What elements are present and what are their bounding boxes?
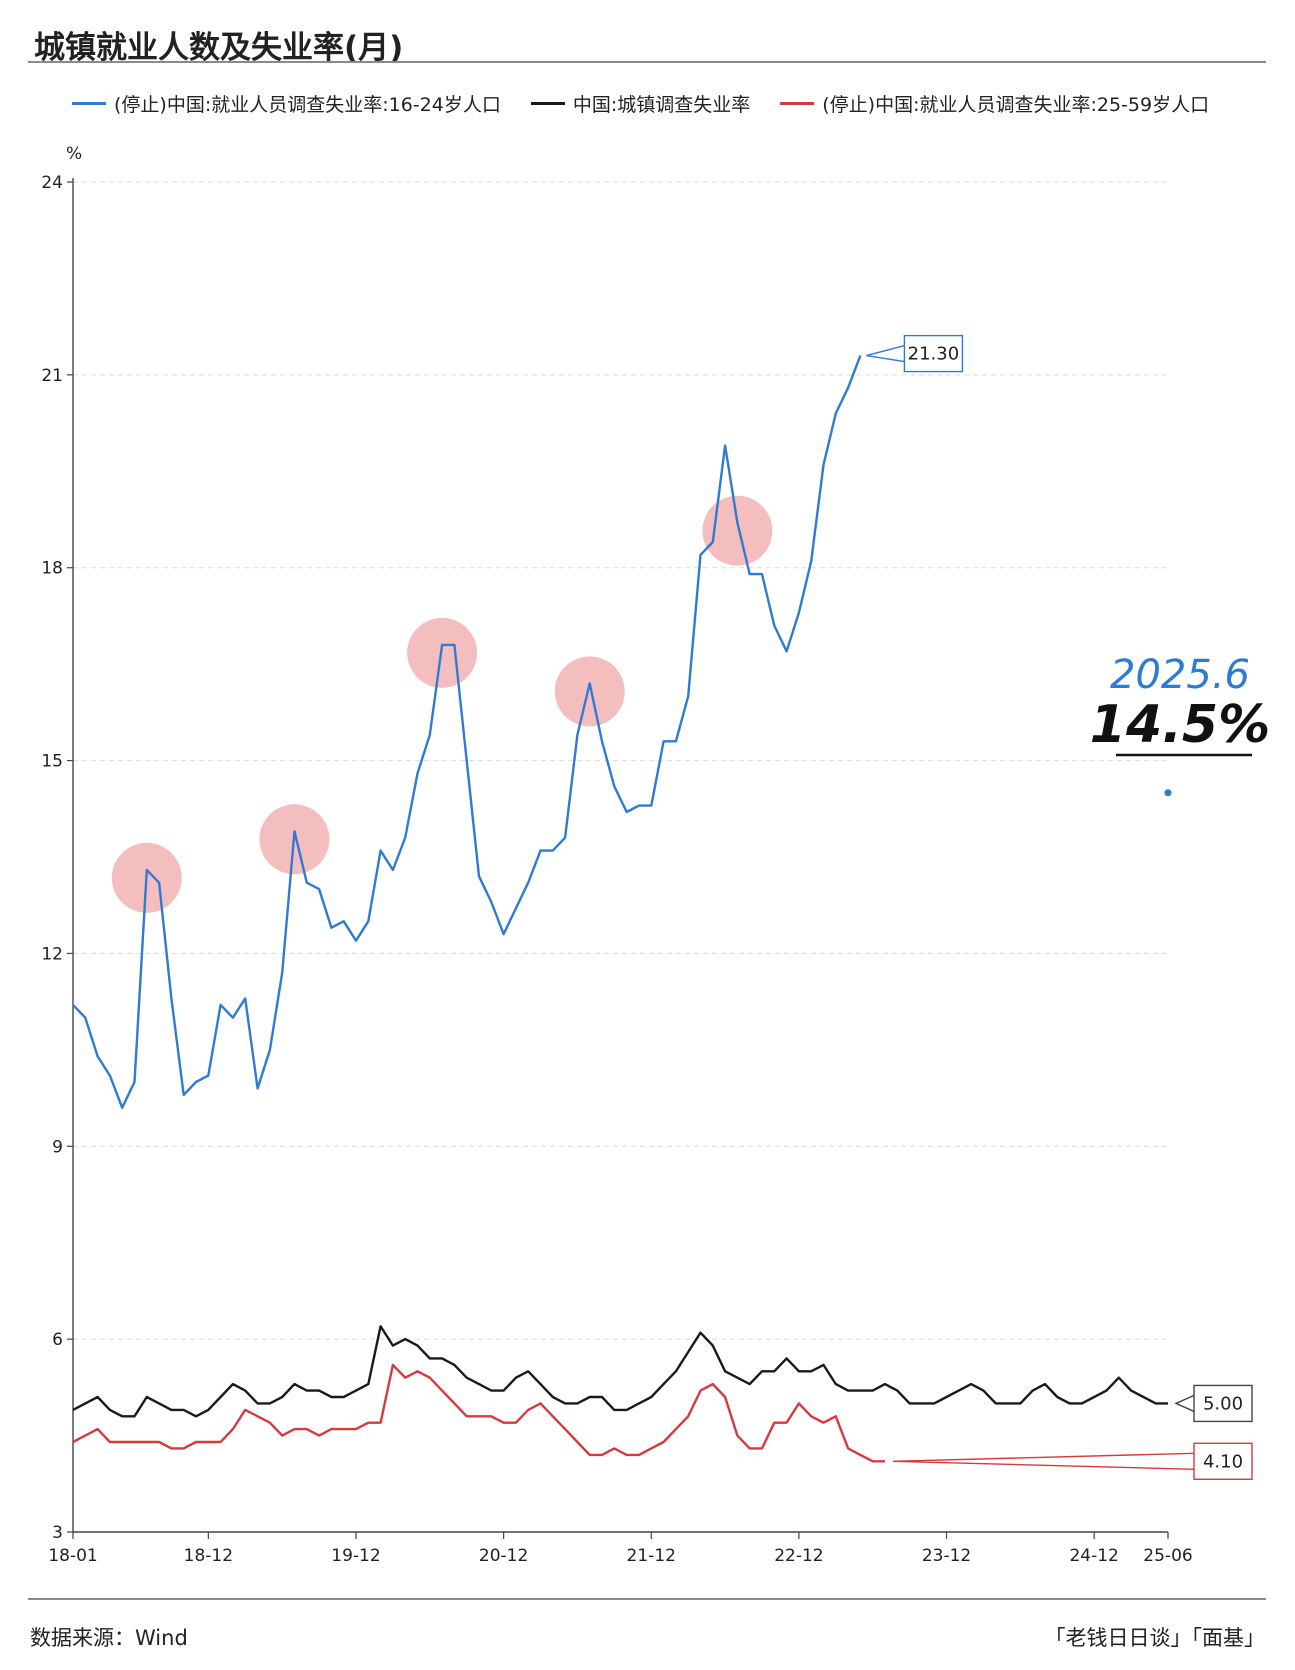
y-tick-label-24: 24	[41, 173, 63, 193]
legend-label-urban: 中国:城镇调查失业率	[572, 94, 751, 116]
legend: (停止)中国:就业人员调查失业率:16-24岁人口 中国:城镇调查失业率 (停止…	[72, 90, 1239, 117]
end-label-text-youth: 21.30	[908, 344, 960, 365]
y-tick-label-3: 3	[52, 1523, 63, 1543]
annotation-value: 14.5%	[1090, 695, 1270, 755]
x-tick-label-21-12: 21-12	[627, 1546, 676, 1566]
chart-title: 城镇就业人数及失业率(月)	[34, 30, 404, 66]
y-tick-label-21: 21	[41, 366, 63, 386]
axes: 3 6 9 12 15 18 21 24 18-01 18-12 19-12 20-12 21-12 22…	[41, 173, 1192, 1566]
x-tick-label-19-12: 19-12	[331, 1546, 380, 1566]
series-line-urban	[72, 1325, 1168, 1418]
title-divider	[28, 61, 1266, 63]
end-label-box-urban	[1193, 1384, 1253, 1423]
annotation-period: 2025.6	[1110, 652, 1250, 698]
x-tick-label-18-01: 18-01	[48, 1546, 97, 1566]
end-label-text-prime: 4.10	[1203, 1451, 1243, 1472]
end-label-pointer-youth	[866, 344, 905, 363]
y-axis-unit-label: %	[66, 144, 82, 164]
x-tick-label-23-12: 23-12	[922, 1546, 971, 1566]
y-tick-label-6: 6	[52, 1330, 63, 1350]
end-label-urban: 5.00	[1174, 1384, 1253, 1423]
series-line-prime	[72, 1363, 885, 1463]
credit: 「老钱日日谈」「面基」	[1044, 1626, 1266, 1650]
end-label-text-urban: 5.00	[1203, 1393, 1243, 1414]
data-source: 数据来源：Wind	[30, 1626, 188, 1650]
end-label-pointer-urban	[1174, 1394, 1195, 1413]
y-tick-label-12: 12	[41, 944, 63, 964]
footer-divider	[28, 1598, 1266, 1600]
legend-item-urban: 中国:城镇调查失业率	[530, 90, 751, 117]
end-labels: 21.30 5.00 4.10	[866, 334, 1253, 1480]
end-label-pointer-prime	[893, 1452, 1195, 1470]
x-tick-label-24-12: 24-12	[1069, 1546, 1118, 1566]
gridlines	[73, 181, 1168, 1340]
annotation: 2025.6 14.5%	[1090, 652, 1270, 797]
legend-label-prime: (停止)中国:就业人员调查失业率:25-59岁人口	[822, 94, 1210, 116]
end-label-box-youth	[903, 334, 964, 373]
legend-item-youth: (停止)中国:就业人员调查失业率:16-24岁人口	[72, 90, 501, 117]
peak-highlight-21-07	[554, 656, 625, 727]
x-tick-label-25-06: 25-06	[1143, 1546, 1192, 1566]
legend-swatch-youth	[72, 102, 106, 105]
x-tick-label-20-12: 20-12	[479, 1546, 528, 1566]
peak-highlights	[111, 495, 773, 913]
annotation-point	[1164, 789, 1172, 797]
legend-item-prime: (停止)中国:就业人员调查失业率:25-59岁人口	[780, 90, 1209, 117]
y-tick-label-9: 9	[52, 1137, 63, 1157]
x-tick-label-18-12: 18-12	[184, 1546, 233, 1566]
series-lines	[72, 355, 1168, 1463]
legend-swatch-prime	[780, 102, 815, 105]
x-tick-label-22-12: 22-12	[774, 1546, 823, 1566]
end-label-box-prime	[1193, 1442, 1253, 1480]
end-label-prime: 4.10	[893, 1442, 1253, 1480]
legend-label-youth: (停止)中国:就业人员调查失业率:16-24岁人口	[114, 94, 501, 116]
legend-swatch-urban	[530, 102, 565, 105]
end-label-youth: 21.30	[866, 334, 964, 373]
peak-highlight-22-07	[702, 495, 773, 566]
series-line-youth	[72, 355, 862, 1109]
y-tick-label-18: 18	[41, 559, 63, 579]
y-tick-label-15: 15	[41, 752, 63, 772]
